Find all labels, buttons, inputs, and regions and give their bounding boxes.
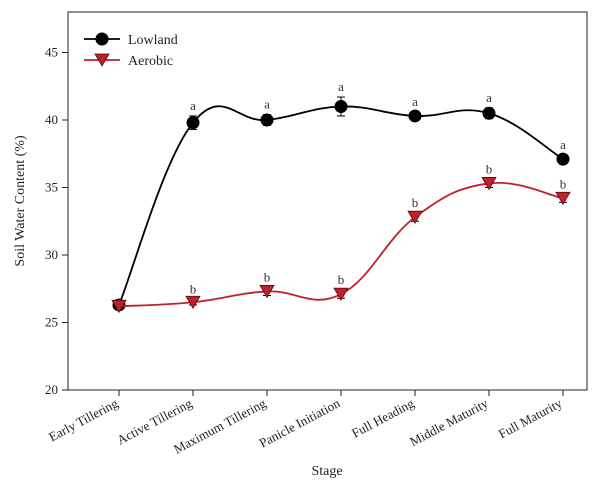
y-tick-label-35: 35 — [45, 180, 58, 195]
legend: Lowland Aerobic — [84, 32, 178, 69]
y-tick-label-25: 25 — [45, 315, 58, 330]
point-lowland-middle-maturity — [482, 106, 496, 120]
legend-marker-aerobic — [94, 53, 110, 67]
y-axis-title: Soil Water Content (%) — [13, 135, 28, 267]
sig-label-lowland-middle-maturity: a — [486, 90, 492, 105]
y-tick-label-40: 40 — [45, 112, 58, 127]
point-aerobic-full-maturity — [555, 191, 571, 206]
y-axis: 20 25 30 35 40 45 — [45, 45, 68, 397]
sig-label-aerobic-active-tillering: b — [190, 282, 197, 297]
sig-label-lowland-maximum-tillering: a — [264, 97, 270, 112]
sig-label-lowland-active-tillering: a — [190, 98, 196, 113]
point-aerobic-early-tillering — [111, 299, 127, 314]
sig-label-lowland-full-heading: a — [412, 94, 418, 109]
legend-item-lowland: Lowland — [84, 32, 178, 48]
legend-item-aerobic: Aerobic — [84, 53, 173, 69]
y-tick-label-30: 30 — [45, 247, 58, 262]
point-aerobic-active-tillering — [185, 295, 201, 310]
point-lowland-full-heading — [408, 109, 422, 123]
sig-label-aerobic-full-maturity: b — [560, 176, 567, 191]
x-tick-label-full-maturity: Full Maturity — [496, 395, 565, 441]
sig-label-lowland-panicle-initiation: a — [338, 79, 344, 94]
x-tick-label-middle-maturity: Middle Maturity — [407, 395, 491, 449]
series-aerobic — [111, 177, 571, 314]
x-tick-label-full-heading: Full Heading — [349, 395, 417, 441]
sig-label-lowland-full-maturity: a — [560, 137, 566, 152]
point-aerobic-panicle-initiation — [333, 287, 349, 301]
y-tick-label-45: 45 — [45, 45, 58, 60]
sig-label-aerobic-full-heading: b — [412, 195, 419, 210]
point-aerobic-full-heading — [407, 210, 423, 224]
sig-label-aerobic-maximum-tillering: b — [264, 269, 271, 284]
point-aerobic-middle-maturity — [481, 177, 497, 191]
legend-label-aerobic: Aerobic — [128, 54, 173, 69]
point-lowland-panicle-initiation — [334, 100, 348, 113]
sig-label-aerobic-panicle-initiation: b — [338, 272, 345, 287]
y-tick-label-20: 20 — [45, 382, 58, 397]
legend-marker-lowland — [95, 32, 109, 46]
point-aerobic-maximum-tillering — [259, 285, 275, 299]
significance-labels: a a a a a a b b b b b b — [190, 79, 567, 296]
sig-label-aerobic-middle-maturity: b — [486, 161, 493, 176]
series-layer — [111, 96, 571, 314]
legend-label-lowland: Lowland — [128, 33, 178, 48]
point-lowland-full-maturity — [556, 152, 570, 166]
plot-frame — [67, 11, 588, 391]
x-axis-title: Stage — [311, 464, 342, 479]
x-tick-label-early-tillering: Early Tillering — [46, 395, 121, 444]
point-lowland-maximum-tillering — [260, 113, 274, 127]
point-lowland-active-tillering — [186, 116, 200, 130]
x-tick-label-panicle-initiation: Panicle Initiation — [257, 395, 343, 450]
